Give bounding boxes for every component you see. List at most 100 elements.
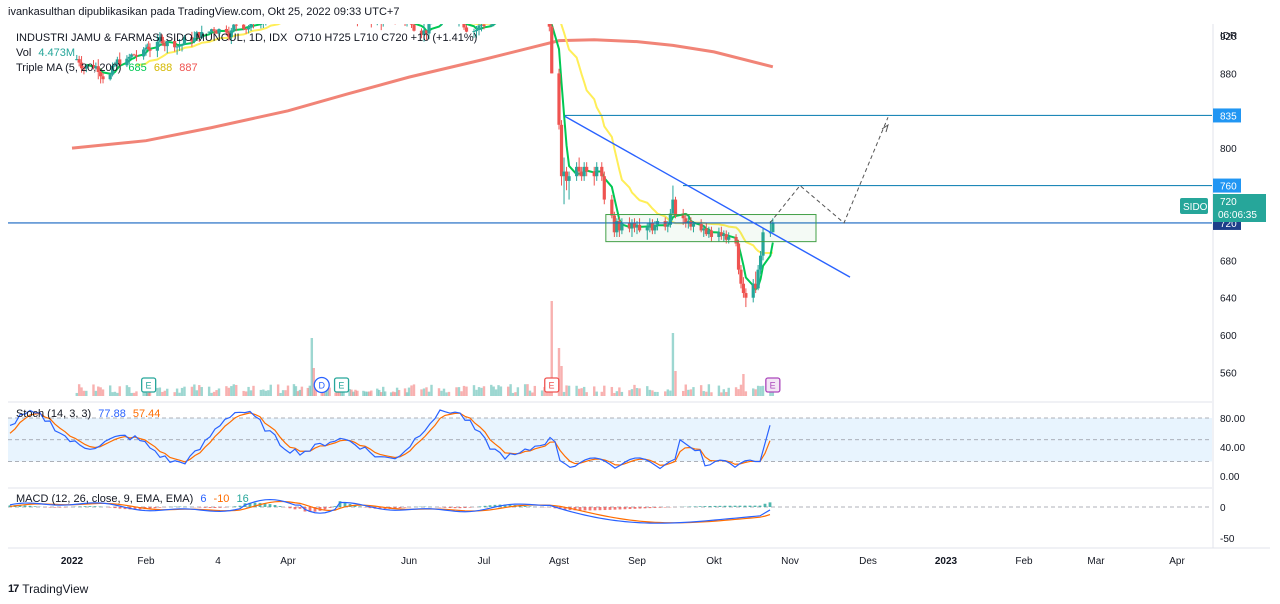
candle-body xyxy=(511,5,514,6)
x-tick-label: Jul xyxy=(478,556,491,567)
volume-bar xyxy=(286,385,290,396)
candle-body xyxy=(543,2,546,8)
volume-bar xyxy=(462,385,466,396)
volume-bar xyxy=(97,386,100,396)
volume-bar xyxy=(771,392,775,396)
volume-bar xyxy=(455,387,458,396)
candle-body xyxy=(499,7,502,12)
macd-histogram-bar xyxy=(393,507,397,509)
candle-body xyxy=(526,0,529,4)
volume-bar xyxy=(352,391,355,396)
macd-histogram-bar xyxy=(93,506,97,507)
volume-bar xyxy=(166,388,169,396)
candle-body xyxy=(130,54,134,57)
stoch-k-value: 77.88 xyxy=(98,408,126,420)
earnings-icon xyxy=(141,377,157,393)
candle-body xyxy=(577,166,581,172)
macd-histogram-bar xyxy=(158,507,162,508)
candle-body xyxy=(474,29,479,32)
volume-bar xyxy=(440,390,443,396)
macd-histogram-bar xyxy=(233,506,237,507)
volume-label: Vol xyxy=(16,47,32,59)
candle-body xyxy=(294,0,297,1)
volume-bar xyxy=(101,389,105,396)
candle-body xyxy=(564,171,569,181)
y-tick-label: 560 xyxy=(1220,369,1237,380)
volume-bar xyxy=(294,386,298,396)
volume-bar xyxy=(754,389,757,396)
volume-bar xyxy=(427,391,431,396)
volume-bar xyxy=(108,385,112,396)
macd-histogram-bar xyxy=(53,507,57,508)
candle-body xyxy=(190,37,194,42)
volume-bar xyxy=(620,391,624,396)
candle-body xyxy=(673,199,678,216)
volume-bar xyxy=(227,387,231,396)
candle-body xyxy=(514,5,517,12)
macd-histogram-bar xyxy=(598,507,602,511)
macd-histogram-bar xyxy=(208,507,212,508)
macd-histogram-bar xyxy=(493,504,497,507)
macd-histogram-bar xyxy=(133,507,137,510)
volume-bar xyxy=(340,391,343,396)
volume-bar xyxy=(368,391,371,396)
volume-bar xyxy=(217,388,221,396)
candle-body xyxy=(101,76,105,80)
volume-bar xyxy=(350,389,353,396)
candle-body xyxy=(234,24,238,26)
macd-histogram-bar xyxy=(618,507,622,510)
macd-title: MACD (12, 26, close, 9, EMA, EMA) xyxy=(16,493,194,505)
volume-bar xyxy=(656,391,659,396)
volume-bar xyxy=(314,385,317,396)
volume-bar xyxy=(759,386,762,396)
volume-bar xyxy=(585,392,588,396)
volume-bar xyxy=(146,392,149,396)
volume-bar xyxy=(671,333,675,396)
candle-body xyxy=(207,31,211,33)
volume-bar xyxy=(577,388,581,396)
y-tick-label: 920 xyxy=(1220,32,1237,43)
volume-bar xyxy=(161,391,164,396)
candle-body xyxy=(462,24,466,28)
volume-bar xyxy=(705,391,708,396)
trendline xyxy=(564,115,851,278)
macd-histogram-bar xyxy=(98,506,102,507)
candle-body xyxy=(264,20,267,21)
volume-bar xyxy=(739,384,743,396)
volume-bar xyxy=(193,384,196,396)
volume-bar xyxy=(533,385,537,396)
volume-bar xyxy=(689,389,693,396)
candle-body xyxy=(671,199,675,214)
volume-bar xyxy=(477,387,481,396)
volume-value: 4.473M xyxy=(38,47,76,59)
y-tick-label: 680 xyxy=(1220,256,1237,267)
volume-bar xyxy=(210,392,213,396)
macd-histogram-bar xyxy=(323,507,327,510)
candle-body xyxy=(771,222,775,233)
event-label: E xyxy=(145,381,151,391)
candle-body xyxy=(489,24,493,27)
macd-histogram-bar xyxy=(523,505,527,507)
candle-body xyxy=(229,30,233,38)
candle-body xyxy=(94,66,98,69)
volume-bar xyxy=(465,386,468,396)
volume-bar xyxy=(482,386,486,396)
candle-body xyxy=(180,44,184,46)
macd-histogram-bar xyxy=(273,505,277,507)
x-tick-label: Des xyxy=(859,556,877,567)
macd-histogram-bar xyxy=(28,505,32,507)
candle-body xyxy=(704,228,708,235)
candle-body xyxy=(557,73,561,125)
volume-bar xyxy=(628,390,631,396)
candle-body xyxy=(734,236,738,244)
volume-bar xyxy=(326,386,329,396)
candle-body xyxy=(409,24,414,25)
candle-body xyxy=(148,49,152,51)
stoch-d-value: 57.44 xyxy=(132,408,161,420)
volume-bar xyxy=(195,390,199,396)
candle-body xyxy=(284,0,287,1)
macd-histogram-bar xyxy=(198,507,202,508)
macd-histogram-bar xyxy=(268,504,272,507)
candle-body xyxy=(509,5,512,9)
x-tick-label: 2022 xyxy=(61,556,84,567)
